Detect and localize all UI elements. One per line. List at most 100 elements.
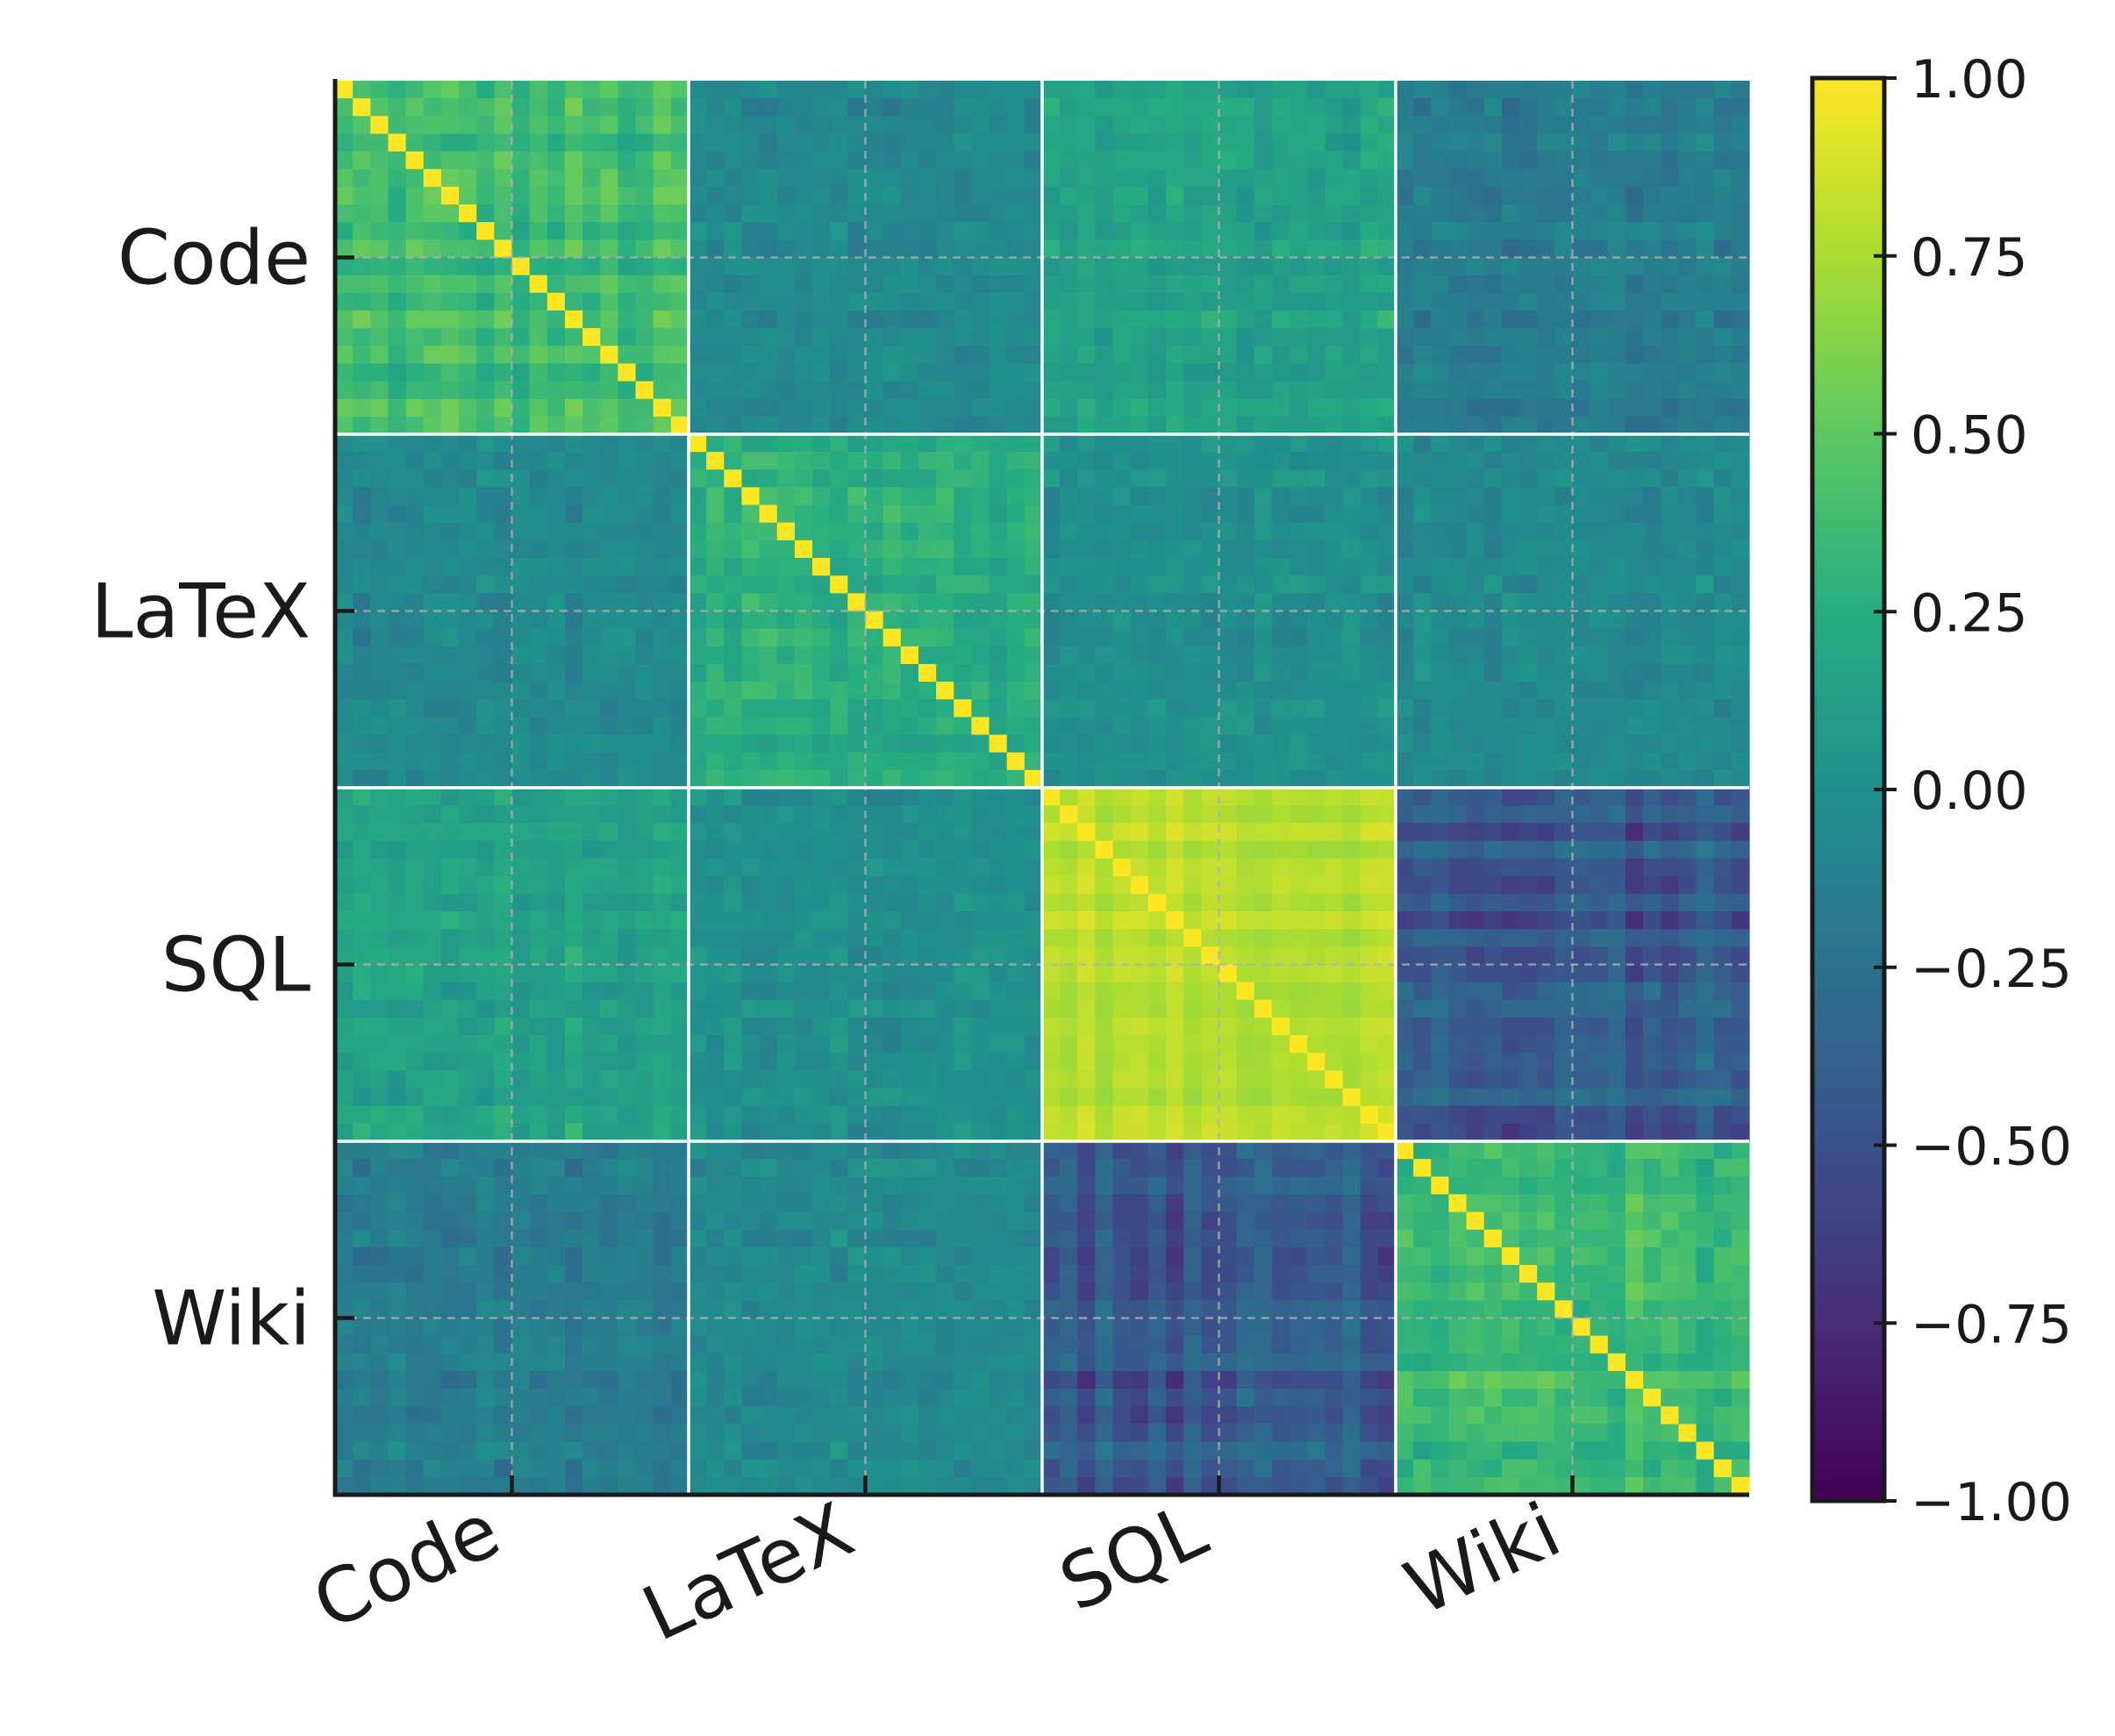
- heatmap-cell: [1307, 929, 1325, 947]
- heatmap-cell: [440, 98, 460, 117]
- heatmap-cell: [1183, 1017, 1202, 1036]
- heatmap-cell: [335, 752, 354, 771]
- heatmap-cell: [812, 1035, 831, 1054]
- heatmap-cell: [1731, 999, 1750, 1018]
- heatmap-cell: [582, 788, 601, 806]
- heatmap-cell: [847, 611, 867, 630]
- heatmap-cell: [1042, 788, 1061, 806]
- heatmap-cell: [1147, 222, 1167, 240]
- heatmap-cell: [423, 522, 442, 541]
- heatmap-cell: [1254, 752, 1273, 771]
- heatmap-cell: [1554, 363, 1574, 382]
- heatmap-cell: [759, 381, 778, 400]
- heatmap-cell: [670, 452, 690, 470]
- heatmap-cell: [405, 929, 425, 947]
- heatmap-cell: [1537, 1141, 1555, 1160]
- heatmap-cell: [511, 186, 531, 205]
- heatmap-cell: [370, 381, 389, 400]
- heatmap-cell: [1254, 1105, 1273, 1125]
- heatmap-cell: [529, 328, 548, 346]
- heatmap-cell: [1166, 840, 1184, 860]
- heatmap-cell: [1095, 823, 1114, 842]
- heatmap-cell: [1413, 840, 1432, 860]
- heatmap-cell: [494, 398, 513, 418]
- heatmap-cell: [759, 734, 778, 754]
- heatmap-cell: [1713, 81, 1733, 99]
- heatmap-cell: [1307, 611, 1325, 630]
- heatmap-cell: [830, 840, 848, 860]
- heatmap-cell: [689, 823, 707, 842]
- heatmap-cell: [653, 840, 672, 860]
- heatmap-cell: [1325, 575, 1344, 594]
- heatmap-cell: [1325, 628, 1344, 647]
- heatmap-cell: [1042, 1123, 1061, 1142]
- heatmap-cell: [1554, 1053, 1574, 1071]
- heatmap-cell: [1077, 1123, 1097, 1142]
- heatmap-cell: [882, 1176, 902, 1196]
- heatmap-cell: [1483, 539, 1503, 559]
- heatmap-cell: [405, 487, 425, 506]
- heatmap-cell: [529, 1088, 548, 1107]
- heatmap-cell: [1483, 840, 1503, 860]
- heatmap-cell: [635, 81, 654, 99]
- heatmap-cell: [830, 452, 848, 470]
- heatmap-cell: [370, 1123, 389, 1142]
- heatmap-cell: [1431, 1035, 1450, 1054]
- heatmap-cell: [830, 222, 848, 240]
- heatmap-cell: [1095, 151, 1114, 170]
- heatmap-cell: [1696, 558, 1715, 576]
- heatmap-cell: [653, 611, 672, 630]
- heatmap-cell: [1731, 911, 1750, 930]
- heatmap-cell: [335, 682, 354, 700]
- heatmap-cell: [388, 487, 407, 506]
- heatmap-cell: [1077, 186, 1097, 205]
- heatmap-cell: [706, 98, 725, 117]
- heatmap-cell: [1396, 1070, 1414, 1089]
- heatmap-cell: [1236, 575, 1255, 594]
- heatmap-cell: [1483, 1159, 1503, 1177]
- heatmap-cell: [1236, 434, 1255, 453]
- heatmap-cell: [423, 416, 442, 435]
- heatmap-cell: [865, 328, 884, 346]
- heatmap-cell: [865, 204, 884, 223]
- heatmap-cell: [670, 133, 690, 153]
- heatmap-cell: [724, 1141, 743, 1160]
- heatmap-cell: [1696, 1017, 1715, 1036]
- heatmap-cell: [759, 469, 778, 489]
- heatmap-cell: [794, 682, 813, 700]
- heatmap-cell: [1678, 239, 1697, 259]
- heatmap-cell: [900, 398, 919, 418]
- heatmap-cell: [1271, 434, 1290, 453]
- heatmap-cell: [865, 1176, 884, 1196]
- heatmap-cell: [1254, 310, 1273, 329]
- heatmap-cell: [759, 947, 778, 966]
- heatmap-cell: [1290, 982, 1308, 1001]
- heatmap-cell: [1254, 734, 1273, 754]
- heatmap-cell: [1537, 504, 1555, 524]
- heatmap-cell: [335, 328, 354, 346]
- heatmap-cell: [1147, 769, 1167, 789]
- heatmap-cell: [582, 539, 601, 559]
- heatmap-cell: [1537, 487, 1555, 506]
- heatmap-cell: [405, 875, 425, 895]
- heatmap-cell: [1572, 98, 1591, 117]
- heatmap-cell: [582, 999, 601, 1018]
- heatmap-cell: [1077, 717, 1097, 736]
- heatmap-cell: [689, 522, 707, 541]
- heatmap-cell: [1095, 558, 1114, 576]
- heatmap-cell: [1643, 964, 1661, 983]
- heatmap-cell: [1060, 875, 1078, 895]
- heatmap-cell: [1572, 1017, 1591, 1036]
- heatmap-cell: [582, 292, 601, 311]
- heatmap-cell: [600, 186, 618, 205]
- heatmap-cell: [1290, 682, 1308, 700]
- heatmap-cell: [564, 452, 583, 470]
- heatmap-cell: [1112, 469, 1132, 489]
- heatmap-cell: [618, 292, 637, 311]
- heatmap-cell: [1166, 469, 1184, 489]
- heatmap-cell: [335, 1176, 354, 1196]
- heatmap-cell: [954, 752, 972, 771]
- heatmap-cell: [1112, 363, 1132, 382]
- heatmap-cell: [670, 275, 690, 294]
- heatmap-cell: [918, 717, 937, 736]
